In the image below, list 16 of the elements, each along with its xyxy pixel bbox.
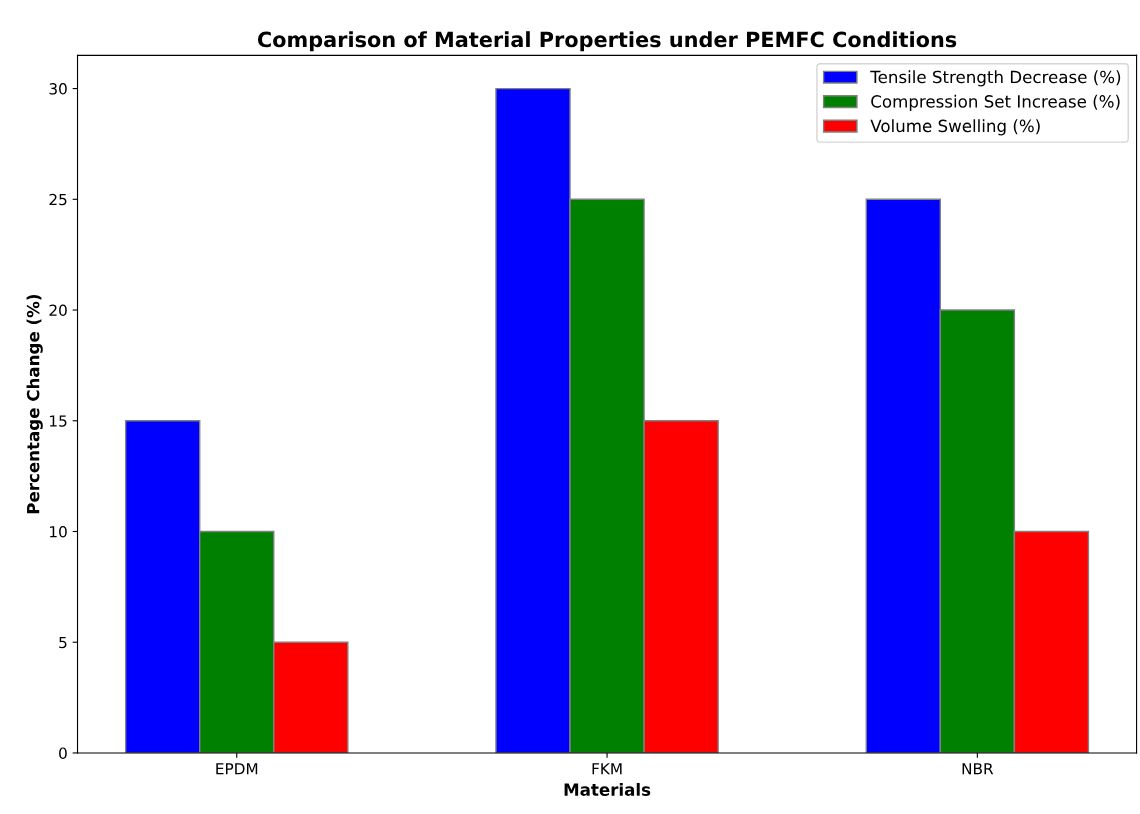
x-tick-label: NBR [962,763,994,775]
y-tick-label: 25 [49,193,67,206]
legend-label: Compression Set Increase (%) [871,94,1120,111]
y-tick-label: 30 [49,83,67,95]
y-tick-label: 0 [59,747,67,759]
y-tick-label: 20 [49,304,67,317]
x-tick-label: EPDM [216,763,258,775]
x-axis-title: Materials [564,783,651,796]
legend-label: Volume Swelling (%) [870,119,1040,136]
y-tick-label: 10 [50,525,67,538]
x-tick-label: FKM [592,763,622,775]
y-tick-label: 15 [50,415,67,427]
legend-label: Tensile Strength Decrease (%) [870,70,1121,87]
chart-title: Comparison of Material Properties under PEMFC Conditions [257,31,957,52]
y-tick-label: 5 [59,636,67,649]
y-axis-title: Percentage Change (%) [26,294,43,514]
